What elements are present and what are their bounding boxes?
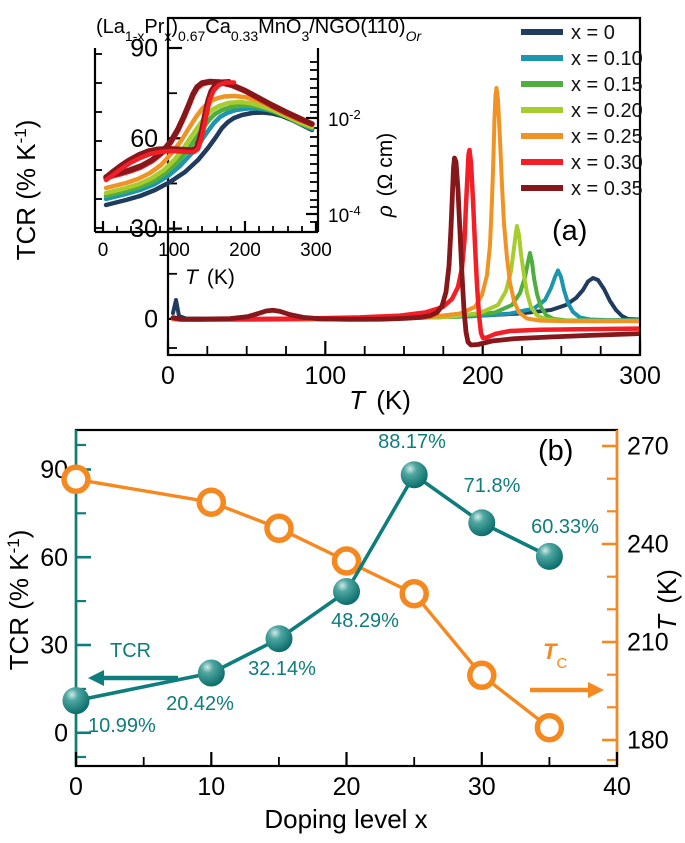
tc-point-35 [534,712,565,743]
tcr-label-15: 32.14% [248,658,316,680]
legend-label-x030: x = 0.30 [571,152,643,174]
svg-text:(La1-xPrx)0.67Ca0.33MnO3/NGO(1: (La1-xPrx)0.67Ca0.33MnO3/NGO(110)Or [96,16,422,44]
legend-item-x020: x = 0.20 [521,100,643,122]
inset-left-ticks [95,53,102,229]
panel-a-xtick-0: 0 [161,362,175,390]
panel-a-xtick-200: 200 [462,362,504,390]
panel-b-xtick-10: 10 [197,773,225,801]
panel-b-tcr-data-labels: 10.99% 20.42% 32.14% 48.29% 88.17% 71.8%… [88,431,599,737]
inset-xaxis-label: T (K) [185,266,235,289]
panel-b-right-ytick-240: 240 [627,531,669,559]
tcr-point-25 [400,461,428,489]
panel-b-left-yaxis-label: TCR (% K-1) [4,530,35,671]
panel-a-xtick-300: 300 [619,362,661,390]
panel-b-right-ticks [602,444,617,762]
tcr-label-25: 88.17% [378,431,446,453]
panel-b-left-ytick-60: 60 [40,544,68,572]
inset-yaxis-label: ρ (Ω cm) [374,133,397,218]
legend-label-x020: x = 0.20 [571,100,643,122]
tc-series-annotation: TC [530,639,604,698]
inset-x-ticks [101,221,318,232]
tcr-point-20 [333,578,360,605]
panel-a-ytick-90: 90 [130,35,158,63]
panel-b-xaxis-label: Doping level x [264,804,427,834]
panel-b: 0 30 60 90 180 210 240 270 [4,428,682,834]
panel-b-xtick-40: 40 [603,773,631,801]
tc-point-25 [399,578,429,609]
legend-label-x015: x = 0.15 [571,74,643,96]
sample-title: (La1-xPrx)0.67Ca0.33MnO3/NGO(110)Or [96,16,422,44]
panel-a-curves [170,86,639,348]
panel-b-left-ytick-0: 0 [54,720,68,748]
panel-b-tcr-series [62,461,563,715]
inset-ytick-1e-2: 10-2 [328,107,361,132]
panel-b-x-ticks [74,752,619,766]
tc-point-10 [196,487,227,517]
panel-a-ytick-0: 0 [144,306,158,334]
panel-a-yaxis-label: TCR (% K-1) [11,120,42,261]
legend-item-x035: x = 0.35 [521,178,643,200]
legend-item-x025: x = 0.25 [521,126,643,148]
panel-b-xtick-30: 30 [468,773,496,801]
tc-right-arrow-icon [588,682,604,698]
svg-text:T (K): T (K) [349,385,411,415]
svg-text:TCR (% K-1): TCR (% K-1) [11,120,42,261]
tcr-label-35: 60.33% [531,516,599,538]
inset-curves [103,78,315,208]
legend-item-x010: x = 0.10 [521,48,643,70]
tcr-label-10: 20.42% [166,693,234,715]
tcr-point-0 [62,687,90,715]
legend-item-x030: x = 0.30 [521,152,643,174]
legend-label-x025: x = 0.25 [571,126,643,148]
tc-point-15 [264,513,294,544]
panel-a-ytick-30: 30 [130,215,158,243]
legend-label-x0: x = 0 [571,22,615,44]
tcr-label-20: 48.29% [331,610,399,632]
panel-b-right-yaxis-label: T (K) [652,569,682,631]
tcr-left-arrow-icon [88,670,104,686]
legend-label-x010: x = 0.10 [571,48,643,70]
panel-b-xtick-0: 0 [69,773,83,801]
tcr-point-30 [468,509,496,537]
panel-a-xtick-100: 100 [304,362,346,390]
panel-a-label: (a) [552,215,587,247]
tcr-label-30: 71.8% [464,475,521,497]
inset-xtick-0: 0 [98,240,109,261]
panel-b-xtick-20: 20 [333,773,361,801]
inset-xtick-300: 300 [300,240,332,261]
inset-ytick-1e-4: 10-4 [328,203,361,228]
panel-b-tc-series [61,464,565,743]
tcr-point-15 [265,625,293,653]
legend-label-x035: x = 0.35 [571,178,643,200]
tc-point-30 [467,660,497,691]
panel-b-label: (b) [538,435,573,467]
tcr-annotation-label: TCR [110,640,151,662]
panel-a-legend: x = 0 x = 0.10 x = 0.15 x = 0.20 x = 0.2… [521,22,643,200]
legend-item-x0: x = 0 [521,22,615,44]
panel-b-right-ytick-180: 180 [627,727,669,755]
legend-item-x015: x = 0.15 [521,74,643,96]
tcr-series-annotation: TCR [88,640,178,686]
panel-b-left-ytick-30: 30 [40,632,68,660]
inset-xtick-100: 100 [158,240,190,261]
panel-a-xaxis-label: T (K) [349,385,411,415]
tcr-label-0: 10.99% [88,715,156,737]
panel-b-right-ytick-270: 270 [627,433,669,461]
inset-xtick-200: 200 [229,240,261,261]
tc-point-20 [331,546,362,576]
tc-annotation-label: TC [543,639,567,672]
tc-point-0 [61,464,91,495]
inset-resistivity-plot: 0 100 200 300 10-2 10-4 T (K) ρ (Ω cm) [93,48,397,289]
panel-b-right-ytick-210: 210 [627,629,669,657]
tcr-point-35 [535,542,563,570]
tcr-point-10 [197,659,225,687]
